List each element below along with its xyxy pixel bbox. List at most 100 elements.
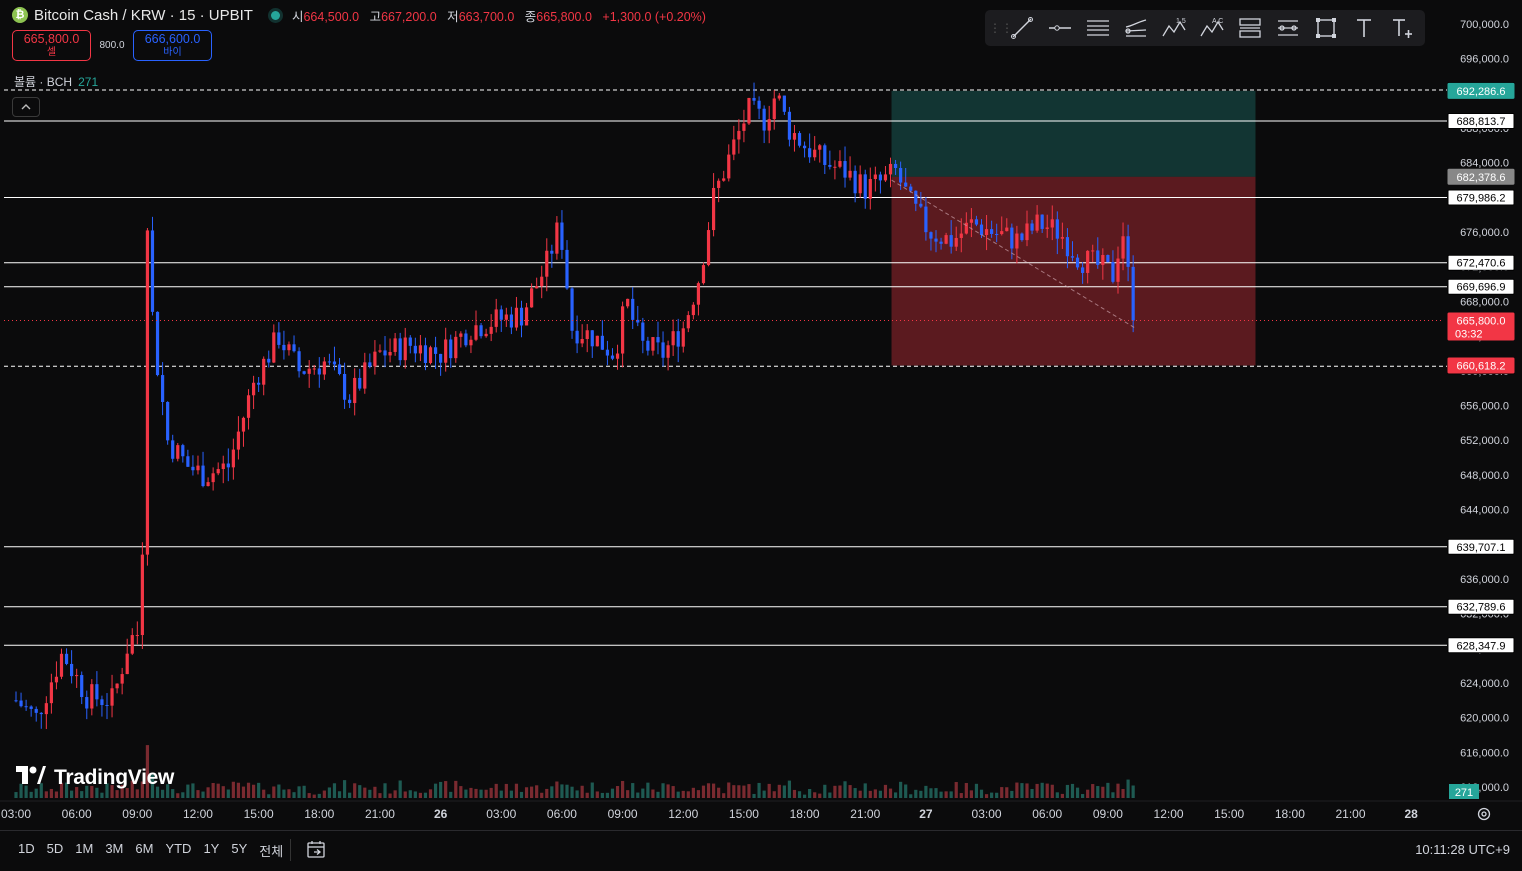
candle-body xyxy=(191,466,195,471)
range-1m[interactable]: 1M xyxy=(75,841,94,856)
market-status-icon[interactable] xyxy=(270,10,280,20)
volume-bar xyxy=(1101,786,1105,798)
time-tick-label: 09:00 xyxy=(1093,807,1123,821)
drag-handle-icon[interactable]: ⋮⋮ xyxy=(989,21,1013,35)
candle-body xyxy=(120,674,124,684)
candle-body xyxy=(1045,227,1049,229)
range-5y[interactable]: 5Y xyxy=(231,841,248,856)
level-price-label: 669,696.9 xyxy=(1457,282,1506,294)
parallel-channel-icon[interactable] xyxy=(1079,10,1117,46)
price-tick-label: 636,000.0 xyxy=(1460,574,1509,586)
time-tick-label: 09:00 xyxy=(608,807,638,821)
tradingview-watermark[interactable]: TradingView xyxy=(16,766,174,790)
candle-body xyxy=(656,337,660,343)
candle-body xyxy=(464,333,468,346)
volume-bar xyxy=(893,792,898,798)
candle-body xyxy=(848,170,852,178)
candle-body xyxy=(1000,231,1004,235)
candlestick-chart[interactable]: 700,000.0696,000.0692,000.0688,000.0684,… xyxy=(0,0,1522,830)
volume-bar xyxy=(605,792,610,798)
time-tick-label: 15:00 xyxy=(729,807,759,821)
volume-bar xyxy=(358,785,362,798)
volume-bar xyxy=(984,794,989,798)
candle-body xyxy=(772,98,776,120)
horizontal-ray-icon[interactable] xyxy=(1041,10,1079,46)
candle-body xyxy=(54,676,59,683)
volume-bar xyxy=(54,791,59,798)
candle-body xyxy=(34,708,38,713)
last-volume-bg xyxy=(1449,784,1479,799)
range-ytd[interactable]: YTD xyxy=(165,841,192,856)
volume-bar xyxy=(489,787,493,798)
candle-body xyxy=(201,465,205,487)
candle-body xyxy=(348,399,352,404)
volume-legend[interactable]: 볼륨 · BCH 271 xyxy=(14,73,98,90)
buy-button[interactable]: 666,600.0 바이 xyxy=(133,30,212,61)
candle-body xyxy=(342,373,347,400)
candle-body xyxy=(949,235,953,247)
volume-bar xyxy=(1005,787,1009,798)
volume-bar xyxy=(272,786,276,798)
candle-body xyxy=(105,705,109,707)
settings-gear-icon[interactable] xyxy=(1477,807,1491,821)
fib-retracement-icon[interactable] xyxy=(1117,10,1155,46)
trend-line-icon[interactable] xyxy=(1003,10,1041,46)
time-tick-label: 21:00 xyxy=(850,807,880,821)
volume-bar xyxy=(155,786,160,798)
volume-bar xyxy=(782,785,786,798)
long-position-icon[interactable] xyxy=(1231,10,1269,46)
text-note-icon[interactable] xyxy=(1383,10,1421,46)
range-all[interactable]: 전체 xyxy=(259,844,284,859)
range-5d[interactable]: 5D xyxy=(46,841,64,856)
text-icon[interactable] xyxy=(1345,10,1383,46)
candle-body xyxy=(125,653,129,675)
clock-timezone[interactable]: 10:11:28 UTC+9 xyxy=(1415,842,1510,857)
candle-body xyxy=(1055,219,1059,239)
candle-body xyxy=(494,309,498,327)
symbol-title[interactable]: Bitcoin Cash / KRW · 15 · UPBIT xyxy=(34,6,253,24)
level-price-label-bg xyxy=(1447,254,1515,271)
volume-bar xyxy=(484,789,488,798)
range-3m[interactable]: 3M xyxy=(105,841,124,856)
candle-body xyxy=(899,168,903,183)
volume-bar xyxy=(615,786,620,798)
volume-bar xyxy=(792,789,797,798)
candle-body xyxy=(1015,233,1019,249)
symbol-header[interactable]: ₿ Bitcoin Cash / KRW · 15 · UPBIT 시664,5… xyxy=(12,5,713,25)
volume-bar xyxy=(277,784,281,798)
date-price-range-icon[interactable] xyxy=(1269,10,1307,46)
candle-body xyxy=(550,250,554,254)
go-to-date-icon[interactable] xyxy=(306,839,326,859)
volume-bar xyxy=(934,788,938,798)
rectangle-icon[interactable] xyxy=(1307,10,1345,46)
candle-body xyxy=(813,149,817,158)
volume-bar xyxy=(1116,783,1120,798)
volume-bar xyxy=(833,785,837,798)
volume-bar xyxy=(85,785,89,798)
range-6m[interactable]: 6M xyxy=(135,841,154,856)
sell-button[interactable]: 665,800.0 셀 xyxy=(12,30,91,61)
candle-body xyxy=(393,338,397,352)
range-1y[interactable]: 1Y xyxy=(203,841,220,856)
volume-bar xyxy=(954,782,958,798)
range-1d[interactable]: 1D xyxy=(18,841,35,856)
price-tick-label: 668,000.0 xyxy=(1460,296,1509,308)
volume-bar xyxy=(964,783,968,798)
candle-body xyxy=(459,333,463,337)
volume-bar xyxy=(565,784,569,798)
candle-body xyxy=(292,344,296,352)
volume-bar xyxy=(19,783,23,798)
level-price-label: 639,707.1 xyxy=(1457,542,1506,554)
candle-body xyxy=(504,314,508,320)
abcd-pattern-icon[interactable]: A C xyxy=(1193,10,1231,46)
collapse-legend-button[interactable] xyxy=(12,97,40,117)
candle-body xyxy=(1111,262,1115,282)
xabcd-pattern-icon[interactable]: 1 5 xyxy=(1155,10,1193,46)
candle-body xyxy=(115,683,119,689)
candle-body xyxy=(439,353,443,363)
volume-bar xyxy=(70,790,74,798)
candle-body xyxy=(100,699,104,706)
volume-bar xyxy=(191,783,195,798)
candle-body xyxy=(1030,223,1034,231)
candle-body xyxy=(307,368,311,374)
